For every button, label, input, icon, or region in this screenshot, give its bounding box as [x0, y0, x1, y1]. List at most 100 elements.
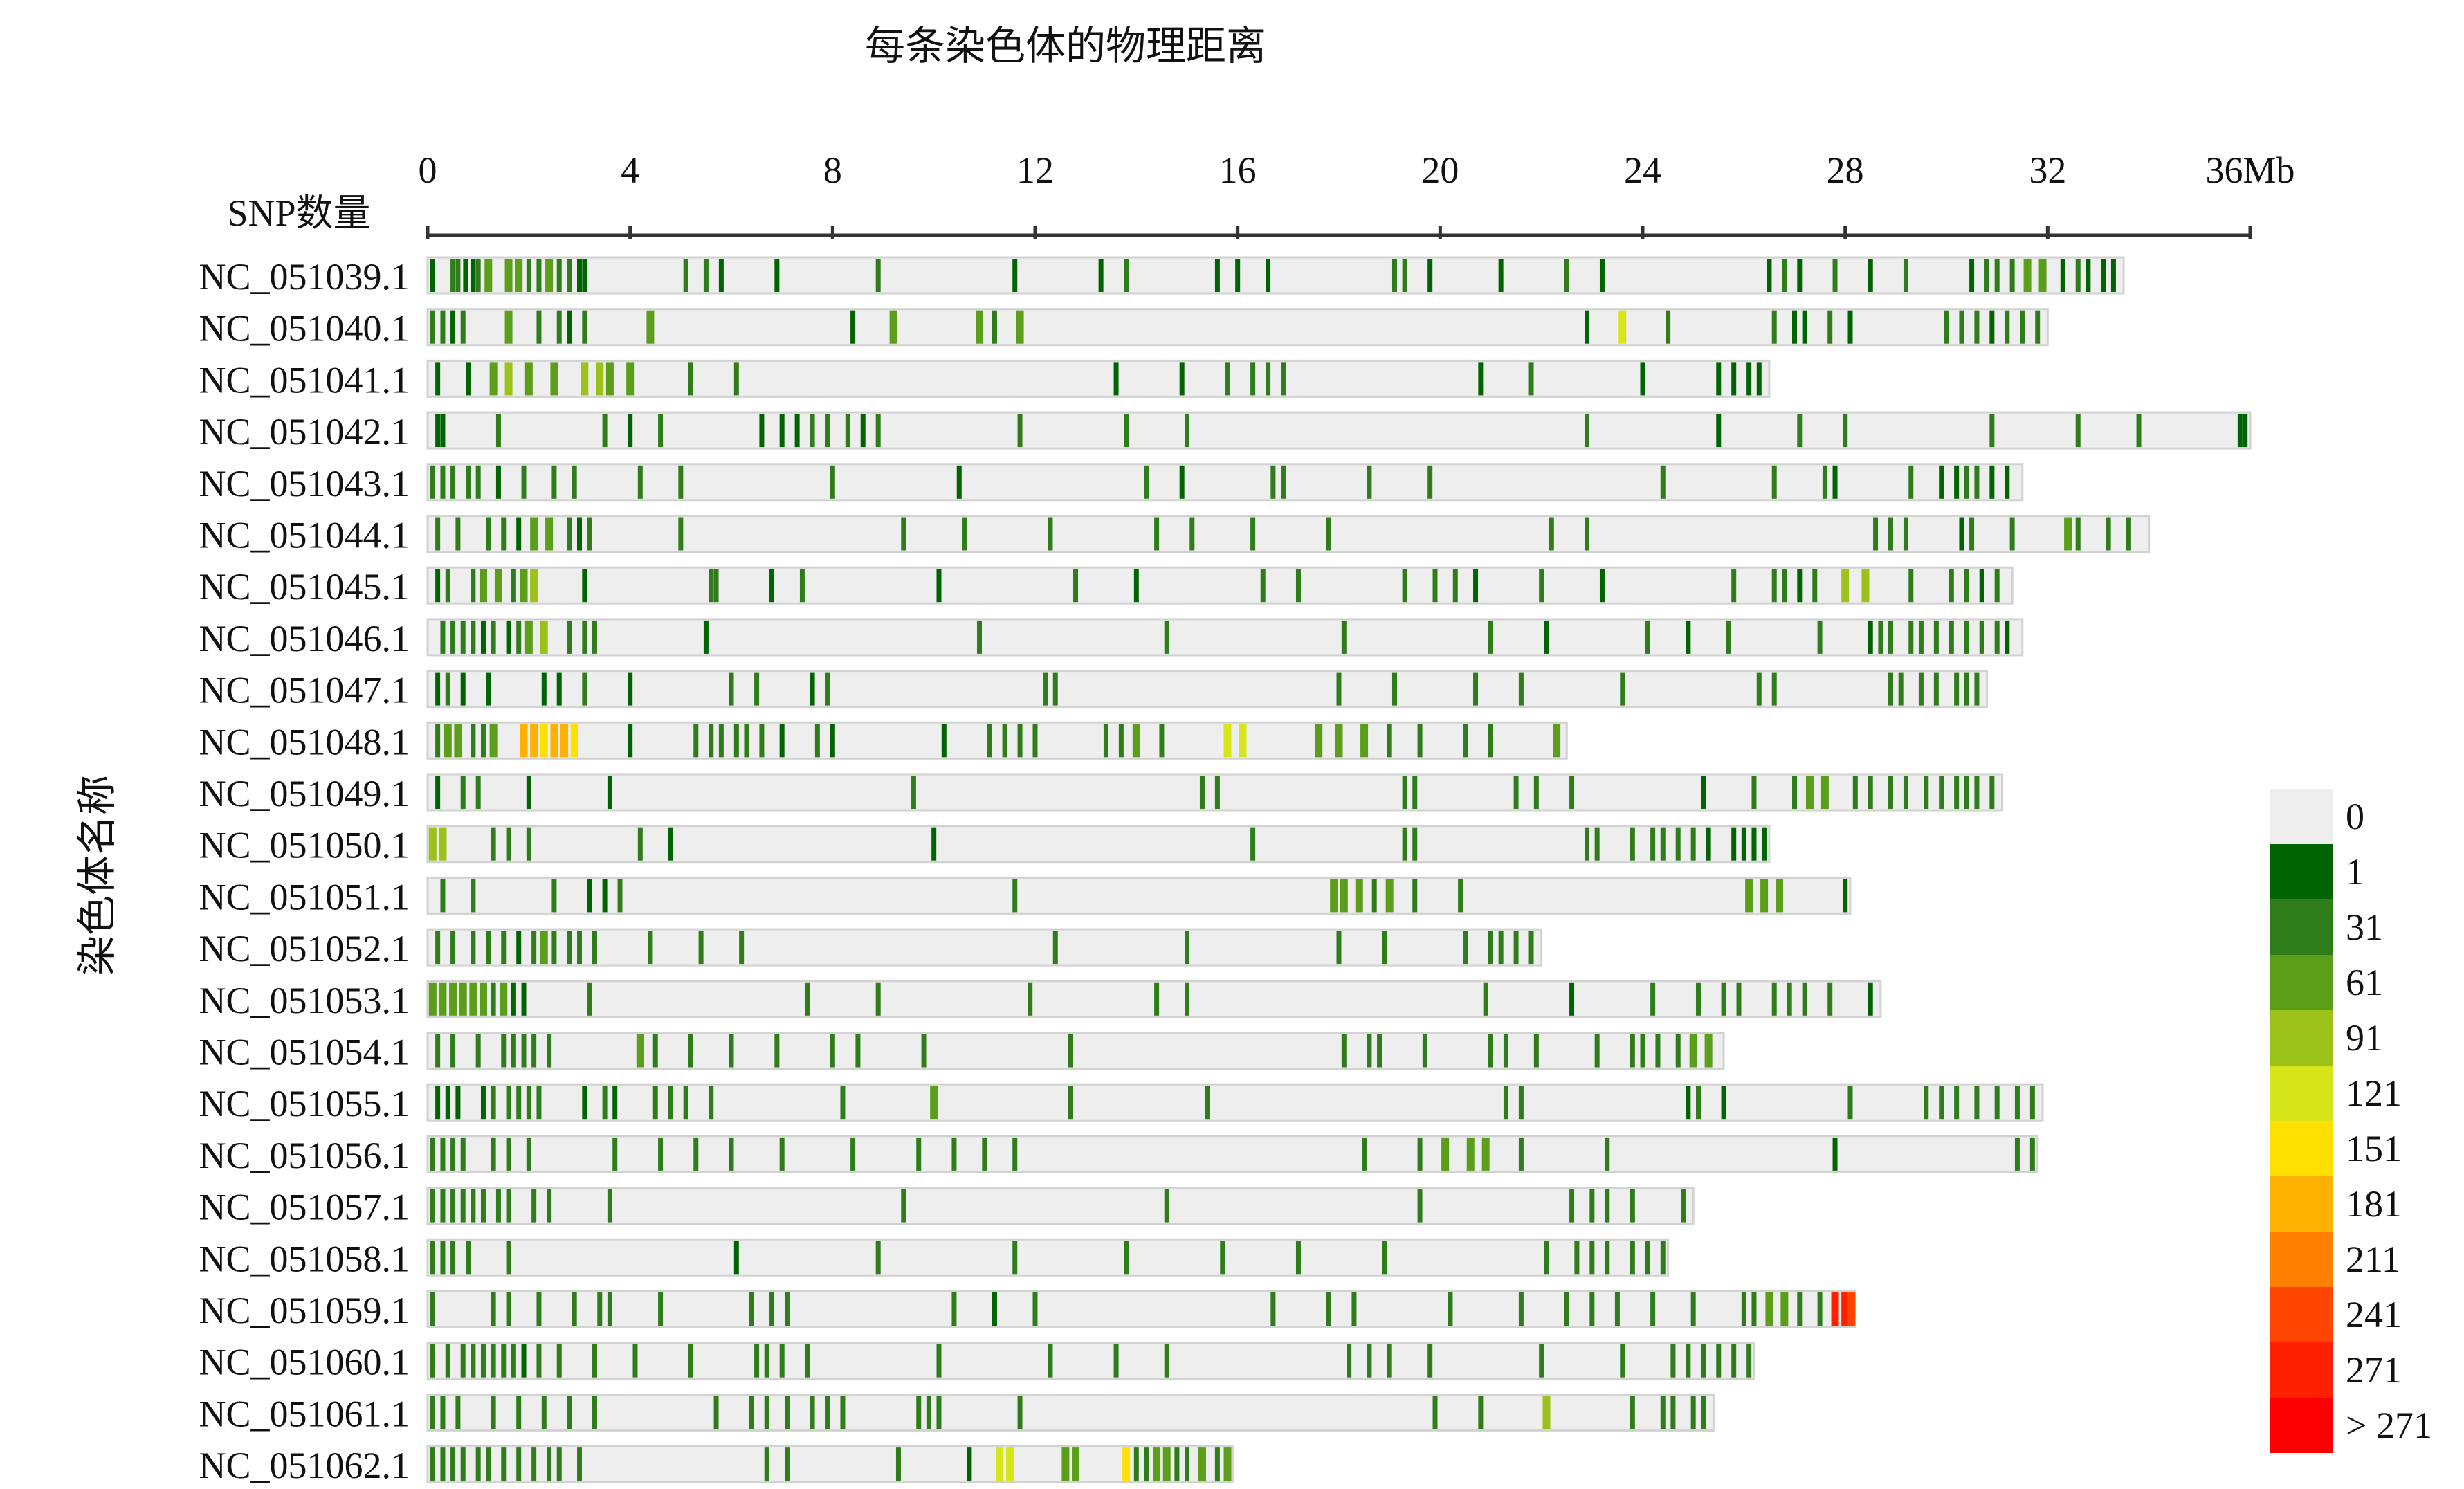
snp-bin — [1553, 724, 1561, 758]
snp-bin — [1751, 776, 1757, 809]
snp-bin — [2023, 259, 2032, 292]
snp-bin — [1640, 362, 1645, 396]
snp-bin — [1989, 310, 1995, 344]
chromosome-label: NC_051061.1 — [199, 1393, 410, 1434]
snp-bin — [1402, 776, 1407, 809]
x-tick-label: 20 — [1421, 149, 1459, 191]
x-tick-label: 28 — [1827, 149, 1864, 191]
snp-bin — [1969, 259, 1975, 292]
snp-bin — [475, 465, 481, 499]
snp-bin — [759, 724, 765, 758]
snp-bin — [1005, 1447, 1014, 1481]
snp-bin — [1949, 620, 1954, 654]
snp-bin — [1594, 1034, 1600, 1068]
snp-bin — [582, 672, 587, 706]
snp-bin — [1741, 827, 1746, 861]
chromosome-label: NC_051049.1 — [199, 773, 410, 814]
snp-bin — [556, 259, 562, 292]
x-tick-label: 4 — [621, 149, 639, 191]
snp-bin — [612, 1137, 618, 1171]
snp-bin — [1994, 569, 2000, 603]
snp-bin — [749, 1396, 754, 1429]
snp-bin — [1235, 259, 1241, 292]
snp-bin — [1488, 1034, 1493, 1068]
snp-bin — [1802, 310, 1807, 344]
snp-bin — [617, 879, 623, 913]
snp-bin — [1771, 982, 1777, 1016]
snp-bin — [531, 1189, 537, 1223]
snp-bin — [678, 517, 684, 551]
snp-bin — [1371, 879, 1377, 913]
snp-bin — [1266, 259, 1271, 292]
chromosome-bar — [426, 566, 2014, 605]
legend-label: > 271 — [2346, 1405, 2432, 1446]
snp-bin — [504, 310, 513, 344]
snp-bin — [430, 259, 435, 292]
chromosome-row: NC_051055.1 — [199, 1083, 2044, 1124]
snp-bin — [754, 1344, 760, 1378]
snp-bin — [511, 569, 516, 603]
snp-bin — [1670, 1396, 1676, 1429]
snp-bin — [1503, 1086, 1508, 1120]
snp-bin — [875, 259, 881, 292]
snp-bin — [450, 1447, 456, 1481]
snp-bin — [1756, 672, 1762, 706]
snp-bin — [455, 1086, 461, 1120]
snp-bin — [637, 465, 643, 499]
snp-bin — [1745, 879, 1753, 913]
snp-bin — [1427, 1344, 1433, 1378]
snp-bin — [1765, 1292, 1773, 1326]
snp-bin — [547, 1189, 552, 1223]
snp-bin — [567, 259, 572, 292]
snp-bin — [491, 620, 496, 654]
snp-bin — [1335, 724, 1343, 758]
snp-bin — [1488, 724, 1493, 758]
snp-bin — [484, 259, 493, 292]
snp-bin — [567, 620, 572, 654]
snp-bin — [1072, 1447, 1080, 1481]
chromosome-row: NC_051039.1 — [199, 256, 2125, 298]
snp-bin — [1133, 1447, 1139, 1481]
snp-bin — [1630, 1034, 1635, 1068]
snp-bin — [550, 724, 558, 758]
snp-bin — [1827, 982, 1833, 1016]
snp-bin — [1964, 465, 1969, 499]
snp-bin — [729, 1137, 734, 1171]
snp-bin — [430, 1447, 435, 1481]
snp-bin — [1681, 1189, 1686, 1223]
chromosome-bar — [426, 256, 2125, 295]
snp-bin — [587, 879, 592, 913]
snp-bin — [769, 569, 775, 603]
snp-bin — [1686, 1086, 1691, 1120]
snp-bin — [1989, 414, 1995, 448]
snp-bin — [1731, 1344, 1737, 1378]
snp-bin — [460, 1189, 466, 1223]
snp-bin — [1544, 620, 1549, 654]
snp-bin — [1831, 1292, 1839, 1326]
snp-bin — [577, 931, 582, 965]
snp-bin — [501, 931, 507, 965]
snp-bin — [1585, 310, 1590, 344]
snp-bin — [1052, 672, 1058, 706]
snp-bin — [1367, 1034, 1372, 1068]
snp-bin — [845, 414, 850, 448]
chromosome-label: NC_051045.1 — [199, 566, 410, 608]
x-tick-label: 16 — [1219, 149, 1257, 191]
snp-bin — [1281, 465, 1286, 499]
snp-bin — [1518, 1292, 1524, 1326]
snp-bin — [1751, 827, 1757, 861]
legend-label: 271 — [2346, 1349, 2402, 1391]
snp-bin — [1964, 776, 1969, 809]
snp-bin — [541, 672, 547, 706]
snp-bin — [1782, 569, 1787, 603]
snp-bin — [1944, 310, 1949, 344]
snp-bin — [628, 724, 633, 758]
chromosome-label: NC_051057.1 — [199, 1187, 410, 1228]
chromosome-row: NC_051044.1 — [199, 515, 2151, 556]
snp-bin — [540, 620, 548, 654]
snp-bin — [1861, 569, 1870, 603]
chromosome-label: NC_051042.1 — [199, 411, 410, 453]
snp-bin — [1122, 1447, 1131, 1481]
snp-bin — [1585, 414, 1590, 448]
snp-bin — [1868, 776, 1873, 809]
